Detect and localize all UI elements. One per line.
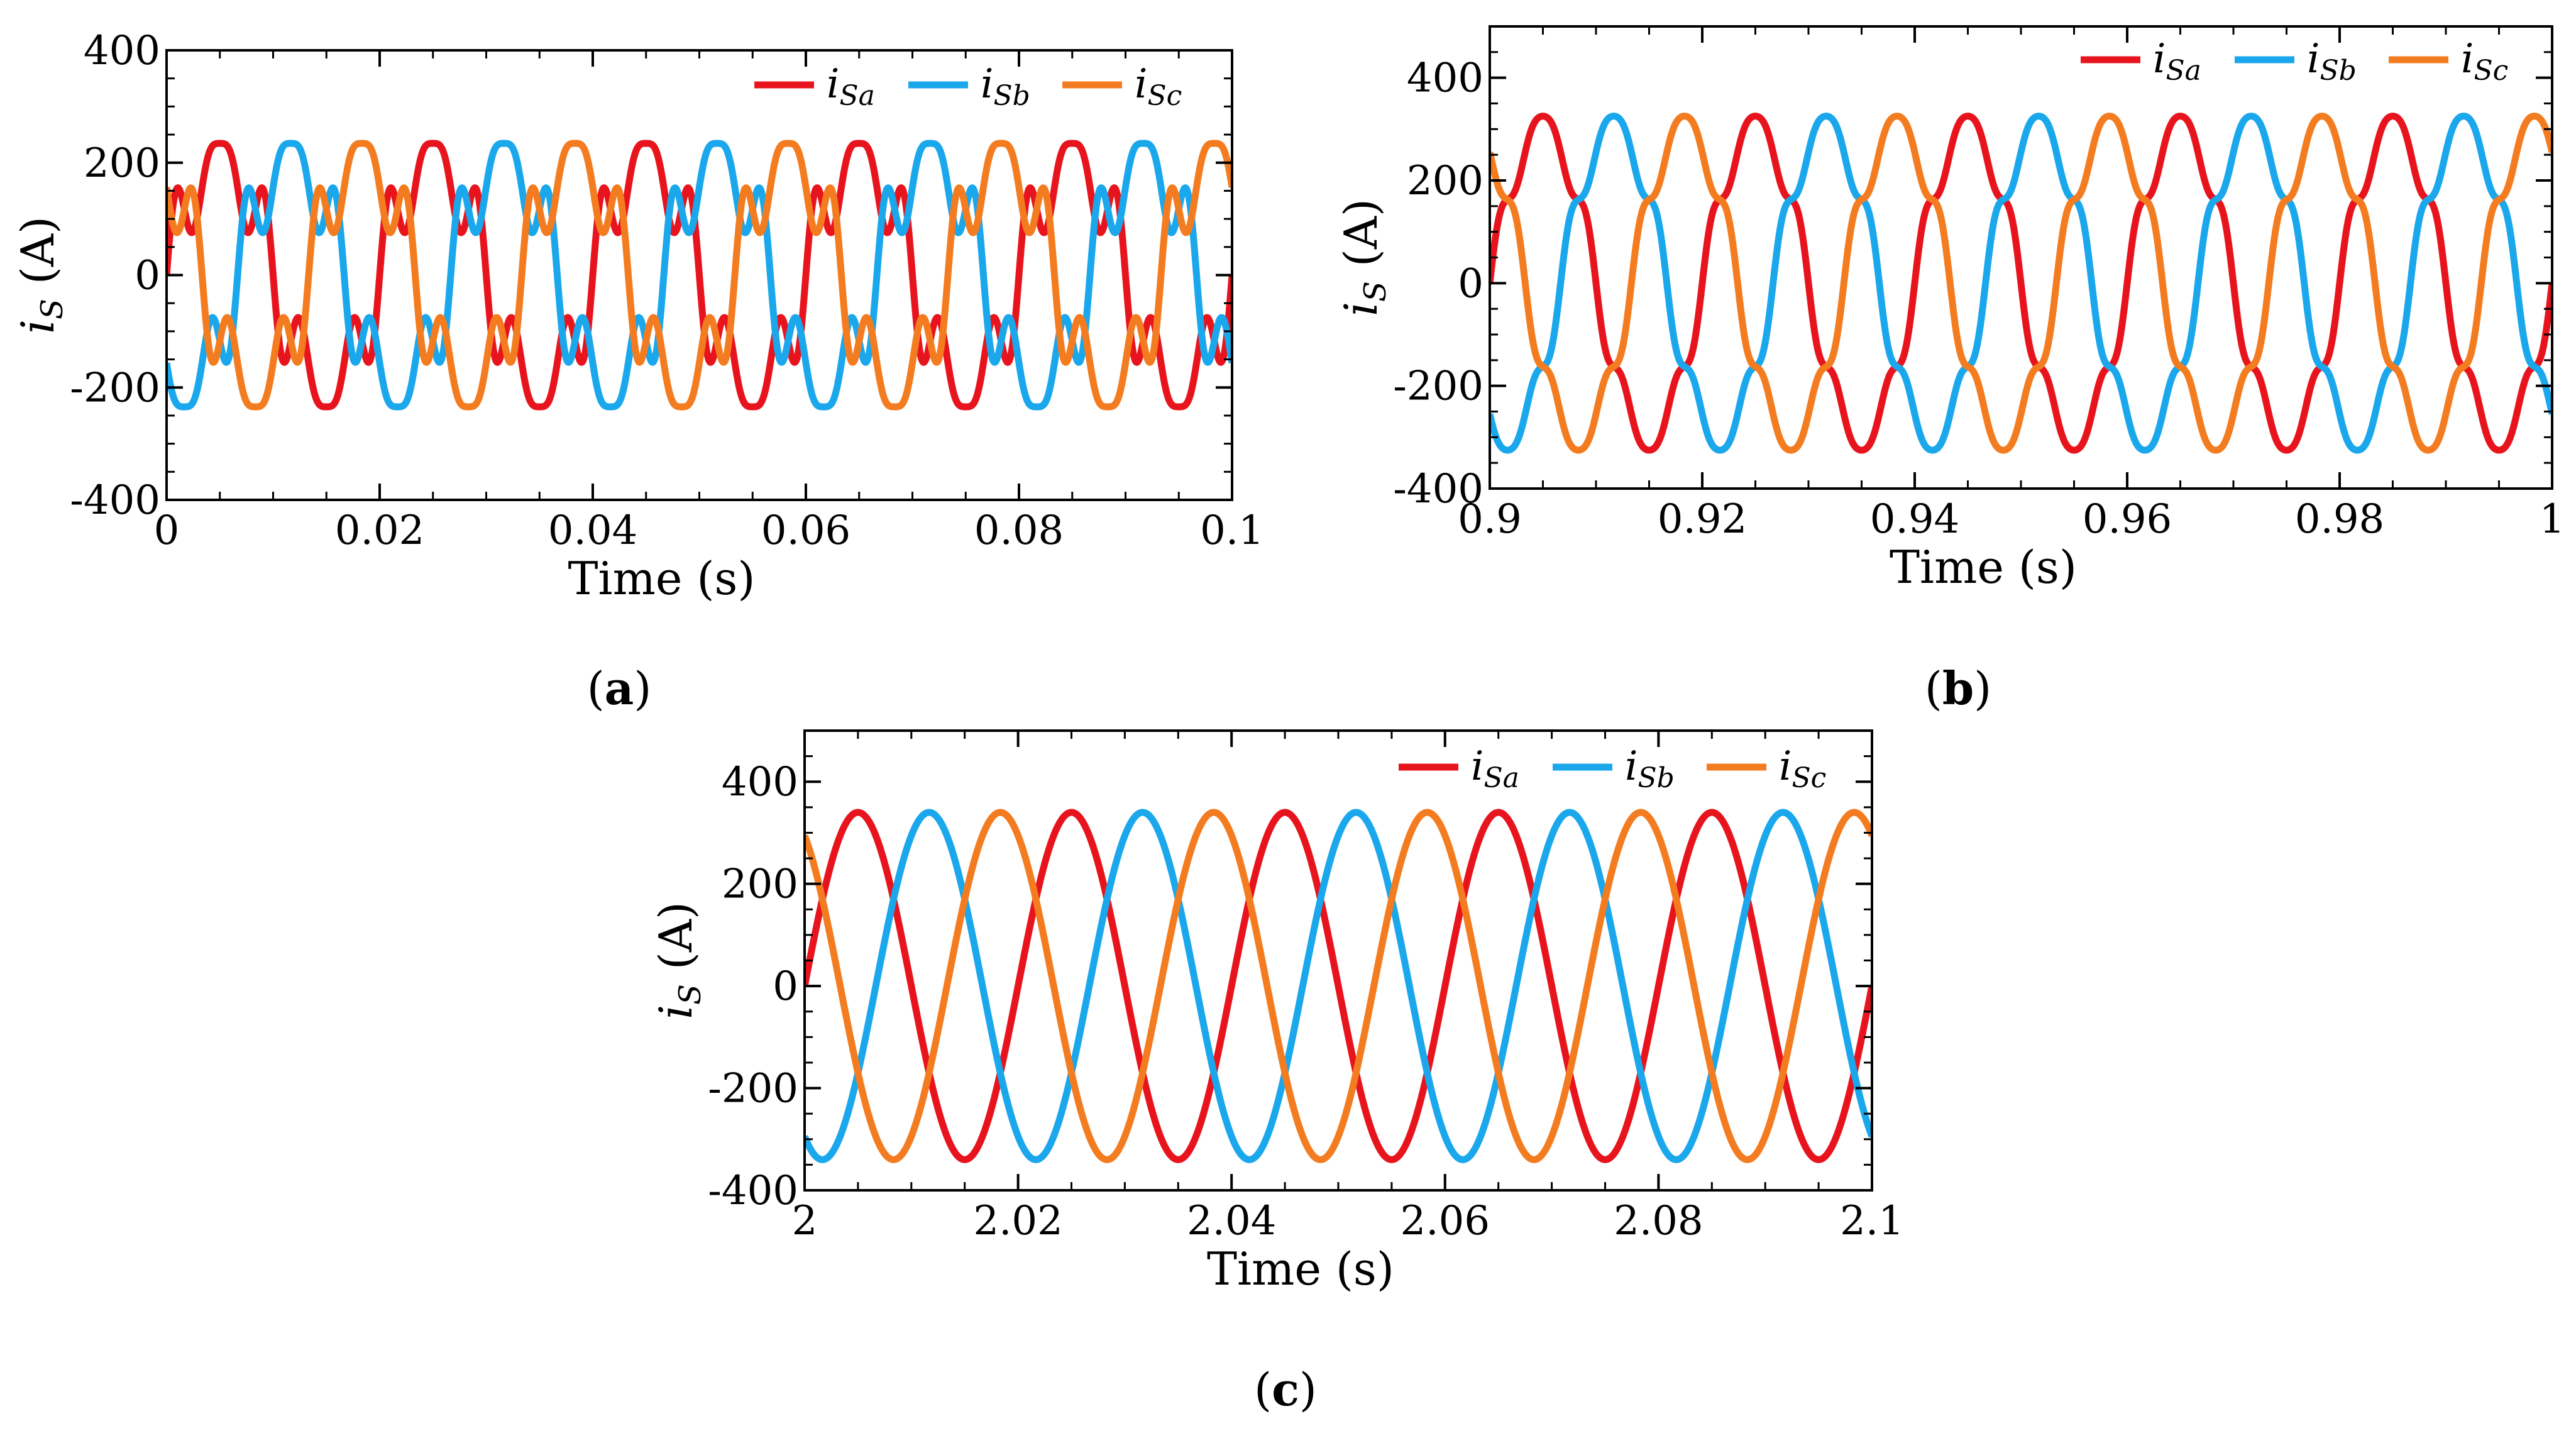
x-tick-label: 2.06 [1401, 1198, 1490, 1244]
series-isb-line [1490, 113, 2552, 454]
y-tick-label: -200 [1393, 363, 1483, 410]
panel-caption-c: (c) [1254, 1363, 1317, 1416]
y-tick-label: 400 [1407, 55, 1483, 102]
y-tick-label: -200 [70, 365, 160, 411]
y-axis-title-unit: (A) [1335, 199, 1387, 281]
x-tick-label: 2.08 [1614, 1198, 1704, 1244]
x-tick-label: 2 [792, 1198, 818, 1244]
x-tick-label: 0.02 [335, 507, 425, 554]
y-axis-title-main: i [1335, 302, 1387, 316]
series-isc-line [805, 809, 1872, 1163]
y-tick-label: 400 [722, 759, 798, 805]
x-tick-label: 0.08 [974, 507, 1064, 554]
legend-label-isa: iSa [2153, 36, 2201, 87]
legend-label-isc: iSc [1135, 61, 1182, 112]
x-tick-label: 0.04 [548, 507, 638, 554]
legend-label-isb: iSb [981, 61, 1030, 112]
x-tick-label: 0.94 [1870, 496, 1960, 543]
series-isa-line [805, 809, 1872, 1163]
legend-label-isc: iSc [1779, 743, 1826, 794]
series-isb-line [805, 809, 1872, 1163]
panel-caption-b: (b) [1925, 661, 1992, 715]
y-axis-title: iS (A) [1335, 199, 1393, 316]
y-tick-label: 200 [722, 861, 798, 908]
legend-label-isb: iSb [2307, 36, 2357, 87]
panel-caption-a: (a) [587, 661, 652, 715]
y-tick-label: 0 [1458, 260, 1483, 307]
y-axis-title-unit: (A) [11, 216, 64, 299]
y-axis-title-unit: (A) [649, 902, 702, 984]
x-tick-label: 0.1 [1200, 507, 1264, 554]
series-isb-line [167, 140, 1232, 411]
y-axis-title-sub: S [673, 984, 708, 1005]
x-tick-label: 1 [2540, 496, 2565, 543]
y-tick-label: -400 [708, 1168, 798, 1214]
y-axis-title-sub: S [35, 299, 70, 319]
y-tick-label: 0 [773, 963, 798, 1010]
plot-frame [803, 729, 1873, 1192]
y-axis-title: iS (A) [649, 902, 708, 1019]
x-tick-label: 0.9 [1458, 496, 1522, 543]
legend-label-isc: iSc [2461, 36, 2508, 87]
y-tick-label: 400 [84, 28, 160, 74]
y-tick-label: -400 [70, 477, 160, 524]
x-tick-label: 2.02 [973, 1198, 1063, 1244]
y-axis-title-main: i [11, 319, 64, 334]
x-tick-label: 0 [154, 507, 180, 554]
x-axis-title: Time (s) [1207, 1242, 1394, 1295]
x-axis-title: Time (s) [1890, 541, 2077, 594]
y-tick-label: 0 [135, 253, 160, 299]
series-isc-line [1490, 113, 2552, 454]
x-tick-label: 0.98 [2295, 496, 2385, 543]
y-tick-label: 200 [84, 140, 160, 187]
x-tick-label: 2.04 [1187, 1198, 1277, 1244]
series-isa-line [167, 140, 1232, 411]
x-axis-title: Time (s) [568, 552, 756, 605]
x-tick-label: 0.92 [1658, 496, 1748, 543]
x-tick-label: 0.06 [761, 507, 851, 554]
y-axis-title-sub: S [1358, 281, 1393, 302]
y-tick-label: 200 [1407, 158, 1483, 204]
series-isc-line [167, 140, 1232, 411]
y-tick-label: -200 [708, 1066, 798, 1112]
x-tick-label: 2.1 [1840, 1198, 1904, 1244]
legend-label-isa: iSa [827, 61, 875, 112]
x-tick-label: 0.96 [2083, 496, 2172, 543]
legend-label-isb: iSb [1625, 743, 1675, 794]
y-axis-title-main: i [649, 1005, 702, 1019]
legend-label-isa: iSa [1471, 743, 1519, 794]
series-isa-line [1490, 113, 2552, 454]
y-axis-title: iS (A) [11, 216, 70, 334]
y-tick-label: -400 [1393, 466, 1483, 512]
